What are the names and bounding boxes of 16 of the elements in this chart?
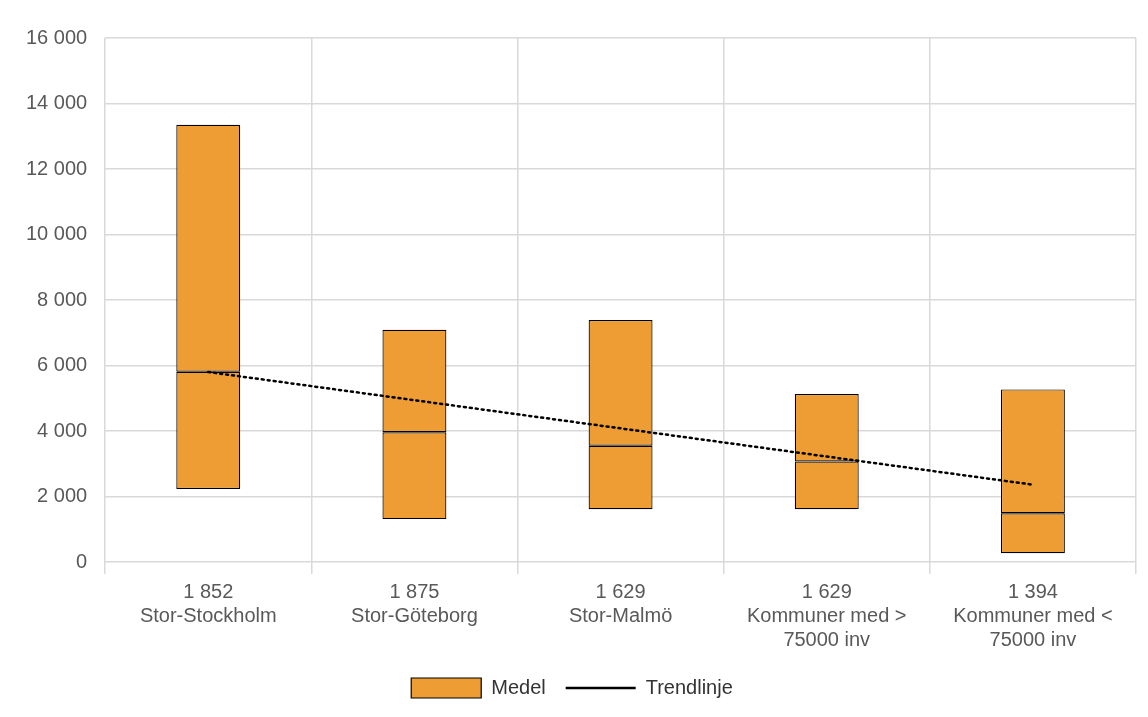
x-tick-label: 1 852 Stor-Stockholm	[139, 579, 277, 626]
y-tick-label: 8 000	[37, 287, 88, 310]
y-tick-label: 6 000	[37, 353, 88, 376]
y-tick-label: 0	[76, 549, 88, 572]
legend-label: Trendlinje	[645, 675, 733, 698]
legend-label: Medel	[491, 675, 546, 698]
y-tick-label: 14 000	[26, 91, 88, 114]
y-tick-label: 2 000	[37, 484, 88, 507]
x-tick-label: 1 629 Kommuner med > 75000 inv	[746, 579, 907, 650]
y-tick-label: 10 000	[26, 222, 88, 245]
x-tick-label: 1 394 Kommuner med < 75000 inv	[953, 579, 1113, 650]
y-tick-label: 4 000	[37, 418, 88, 441]
y-tick-label: 12 000	[26, 156, 88, 179]
x-tick-label: 1 875 Stor-Göteborg	[351, 579, 478, 626]
x-tick-label: 1 629 Stor-Malmö	[568, 579, 673, 626]
y-tick-label: 16 000	[26, 25, 88, 48]
